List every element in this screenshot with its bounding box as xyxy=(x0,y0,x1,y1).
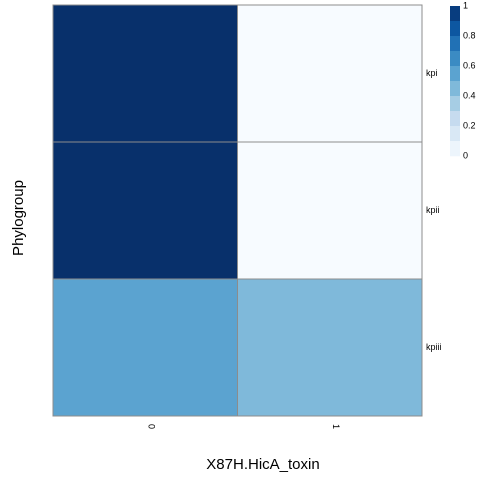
heatmap-cells xyxy=(52,4,423,417)
heatmap-cell xyxy=(52,141,238,280)
legend-tick-label: 0.2 xyxy=(463,120,476,130)
legend-color-segment xyxy=(450,6,460,22)
legend-color-segment xyxy=(450,111,460,127)
x-tick-label: 1 xyxy=(331,424,341,429)
y-axis-title: Phylogroup xyxy=(10,180,27,256)
color-legend: 0 0.2 0.4 0.6 0.8 1 xyxy=(450,0,476,160)
legend-color-segment xyxy=(450,126,460,142)
legend-color-segment xyxy=(450,66,460,82)
heatmap-cell xyxy=(52,4,238,143)
legend-color-segment xyxy=(450,81,460,97)
y-tick-label: kpi xyxy=(426,68,438,78)
legend-color-segment xyxy=(450,96,460,112)
heatmap-cell xyxy=(237,141,423,280)
legend-color-segment xyxy=(450,141,460,157)
legend-tick-label: 0.8 xyxy=(463,30,476,40)
heatmap-cell xyxy=(237,278,423,417)
legend-tick-label: 0.6 xyxy=(463,60,476,70)
heatmap-cell xyxy=(52,278,238,417)
y-tick-label: kpii xyxy=(426,205,440,215)
x-tick-label: 0 xyxy=(146,424,156,429)
heatmap-cell xyxy=(237,4,423,143)
legend-tick-label: 0 xyxy=(463,150,468,160)
legend-color-segment xyxy=(450,51,460,67)
plot-border xyxy=(52,4,423,417)
legend-tick-label: 0.4 xyxy=(463,90,476,100)
y-tick-labels: kpi kpii kpiii xyxy=(426,68,442,352)
legend-tick-label: 1 xyxy=(463,0,468,10)
y-tick-label: kpiii xyxy=(426,342,442,352)
legend-color-segment xyxy=(450,21,460,37)
legend-color-segment xyxy=(450,36,460,52)
x-axis-title: X87H.HicA_toxin xyxy=(206,456,319,473)
